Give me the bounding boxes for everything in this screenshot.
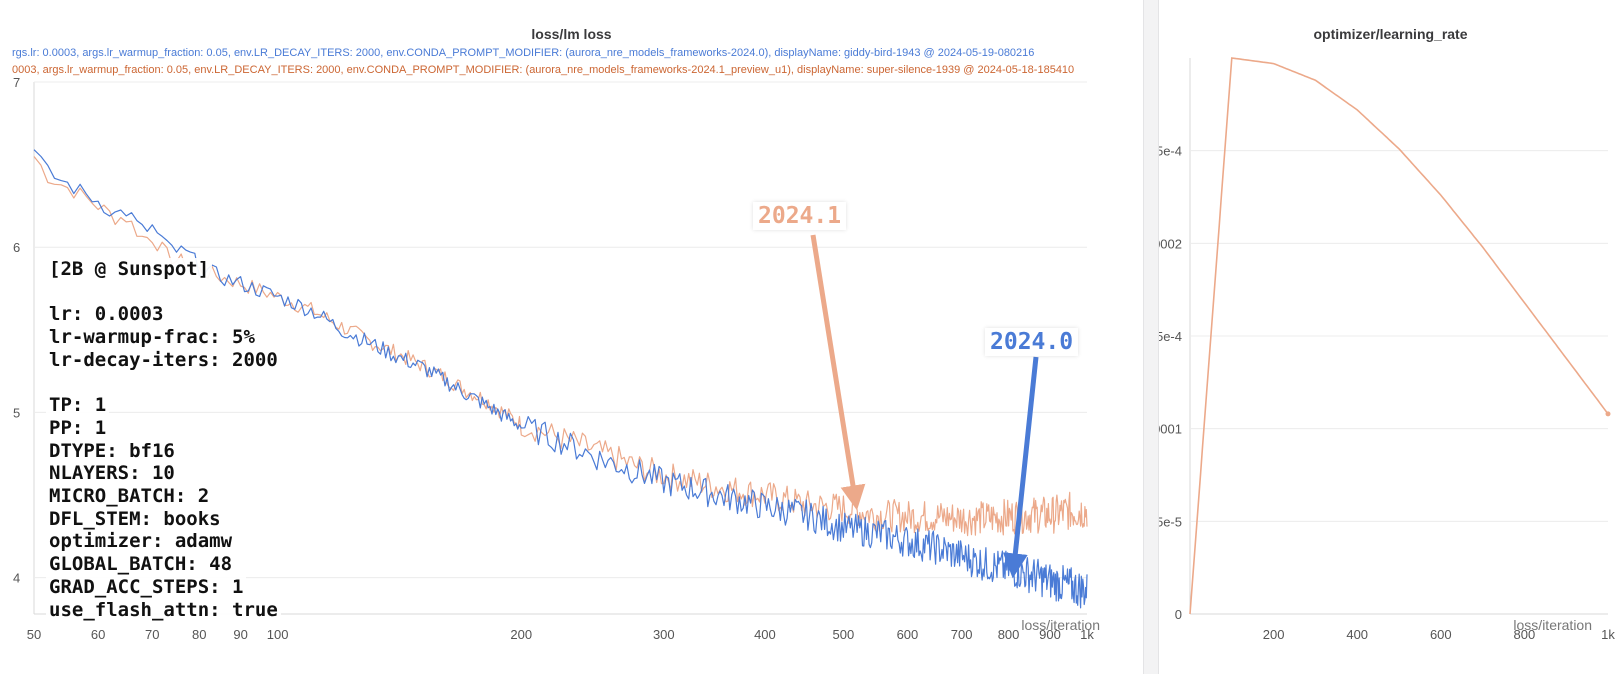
annotation-line: DTYPE: bf16 (46, 439, 281, 463)
annotation-line: TP: 1 (46, 394, 281, 417)
learning-rate-chart-panel: optimizer/learning_rate 0 5e-5 0.0001 1.5e-… (1159, 0, 1622, 674)
loss-series-lines (33, 149, 1088, 609)
loss-chart-panel: loss/lm loss rgs.lr: 0.0003, args.lr_war… (0, 0, 1143, 674)
lr-x-axis-label: loss/iteration (1513, 617, 1592, 633)
series-label-2024-1: 2024.1 (753, 202, 847, 230)
lr-x-tick-label: 200 (1263, 627, 1285, 642)
lr-x-tick-label: 600 (1430, 627, 1452, 642)
annotation-line: lr-warmup-frac: 5% (46, 326, 281, 349)
annotation-line: GRAD_ACC_STEPS: 1 (46, 575, 281, 599)
annotation-line: GLOBAL_BATCH: 48 (46, 553, 281, 576)
lr-series-line (1189, 57, 1611, 615)
panel-divider[interactable] (1143, 0, 1159, 674)
annotation-line: MICRO_BATCH: 2 (46, 485, 281, 508)
loss-x-tick-label: 600 (897, 627, 919, 642)
lr-grid (1189, 58, 1608, 615)
arrow-2024-0 (1002, 356, 1039, 579)
loss-x-tick-label: 900 (1039, 627, 1061, 642)
loss-series-2024-1 (33, 156, 1088, 537)
lr-y-tick-label: 0.0001 (1159, 422, 1182, 437)
loss-y-tick-label: 4 (13, 571, 20, 586)
loss-y-tick-label: 7 (13, 75, 20, 90)
run-config-annotation: [2B @ Sunspot] lr: 0.0003 lr-warmup-frac: … (46, 258, 281, 622)
annotation-line (46, 281, 281, 304)
series-label-2024-0: 2024.0 (985, 328, 1079, 356)
lr-series-line-path (1189, 57, 1609, 615)
loss-chart-plot[interactable]: 4 5 6 7 50 60 70 80 90 100 200 300 400 500 600 700 800 90… (0, 0, 1143, 674)
annotation-line: use_flash_attn: true (46, 598, 281, 622)
lr-y-tick-label: 0.0002 (1159, 236, 1182, 251)
lr-y-tick-label: 2.5e-4 (1159, 144, 1182, 159)
annotation-line: PP: 1 (46, 416, 281, 440)
loss-y-tick-label: 5 (13, 405, 20, 420)
loss-x-tick-label: 50 (27, 627, 41, 642)
arrow-2024-1 (810, 234, 866, 511)
annotation-line: lr-decay-iters: 2000 (46, 348, 281, 372)
lr-y-tick-label: 0 (1175, 607, 1182, 622)
loss-x-tick-label: 200 (510, 627, 532, 642)
lr-endpoint-dot (1605, 411, 1611, 417)
annotation-line: optimizer: adamw (46, 530, 281, 554)
loss-x-axis-label: loss/iteration (1021, 617, 1100, 633)
lr-x-tick-label: 800 (1514, 627, 1536, 642)
annotation-line: [2B @ Sunspot] (46, 258, 281, 281)
annotation-line: NLAYERS: 10 (46, 462, 281, 485)
annotation-line: lr: 0.0003 (46, 303, 281, 327)
loss-x-tick-label: 80 (192, 627, 206, 642)
lr-x-tick-label: 1k (1601, 627, 1615, 642)
lr-tick-labels: 0 5e-5 0.0001 1.5e-4 0.0002 2.5e-4 200 400 600 80… (1159, 144, 1615, 642)
lr-chart-title: optimizer/learning_rate (1313, 26, 1468, 42)
loss-y-tick-label: 6 (13, 240, 20, 255)
loss-x-tick-label: 400 (754, 627, 776, 642)
loss-x-tick-label: 800 (998, 627, 1020, 642)
loss-tick-labels: 4 5 6 7 50 60 70 80 90 100 200 300 400 500 600 700 800 90… (13, 75, 1094, 642)
loss-x-tick-label: 70 (145, 627, 159, 642)
legend-run-2024-1[interactable]: 0003, args.lr_warmup_fraction: 0.05, env… (12, 64, 1075, 76)
lr-y-tick-label: 5e-5 (1159, 514, 1182, 529)
lr-y-tick-label: 1.5e-4 (1159, 329, 1182, 344)
lr-chart-plot[interactable]: 0 5e-5 0.0001 1.5e-4 0.0002 2.5e-4 200 400 600 80… (1159, 0, 1622, 674)
loss-x-tick-label: 1k (1080, 627, 1094, 642)
loss-series-2024-0 (33, 149, 1088, 609)
legend-run-2024-0[interactable]: rgs.lr: 0.0003, args.lr_warmup_fraction:… (12, 47, 1035, 59)
loss-x-tick-label: 60 (91, 627, 105, 642)
loss-chart-title: loss/lm loss (531, 26, 612, 42)
loss-x-tick-label: 90 (233, 627, 247, 642)
loss-x-tick-label: 100 (267, 627, 289, 642)
loss-x-tick-label: 300 (653, 627, 675, 642)
loss-x-tick-label: 700 (951, 627, 973, 642)
annotation-line (46, 372, 281, 395)
loss-x-tick-label: 500 (833, 627, 855, 642)
lr-x-tick-label: 400 (1346, 627, 1368, 642)
annotation-line: DFL_STEM: books (46, 507, 281, 531)
